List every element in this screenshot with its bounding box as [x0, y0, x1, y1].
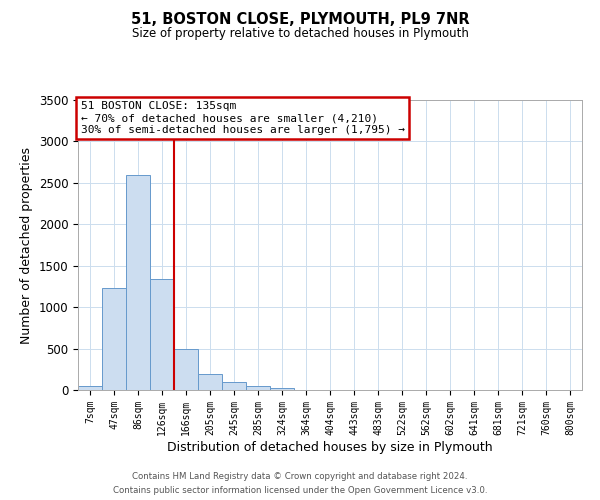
Bar: [150, 279, 174, 390]
Text: 51, BOSTON CLOSE, PLYMOUTH, PL9 7NR: 51, BOSTON CLOSE, PLYMOUTH, PL9 7NR: [131, 12, 469, 28]
Text: 51 BOSTON CLOSE: 135sqm
← 70% of detached houses are smaller (4,210)
30% of semi: 51 BOSTON CLOSE: 135sqm ← 70% of detache…: [80, 102, 404, 134]
Bar: [270, 388, 294, 390]
Y-axis label: Number of detached properties: Number of detached properties: [20, 146, 33, 344]
Text: Contains public sector information licensed under the Open Government Licence v3: Contains public sector information licen…: [113, 486, 487, 495]
Bar: [246, 386, 270, 390]
Text: Size of property relative to detached houses in Plymouth: Size of property relative to detached ho…: [131, 28, 469, 40]
Bar: [198, 374, 222, 390]
Bar: [126, 176, 150, 390]
Text: Contains HM Land Registry data © Crown copyright and database right 2024.: Contains HM Land Registry data © Crown c…: [132, 472, 468, 481]
Bar: [222, 382, 246, 390]
Bar: [174, 350, 198, 390]
X-axis label: Distribution of detached houses by size in Plymouth: Distribution of detached houses by size …: [167, 440, 493, 454]
Bar: [78, 386, 102, 390]
Bar: [102, 288, 126, 390]
